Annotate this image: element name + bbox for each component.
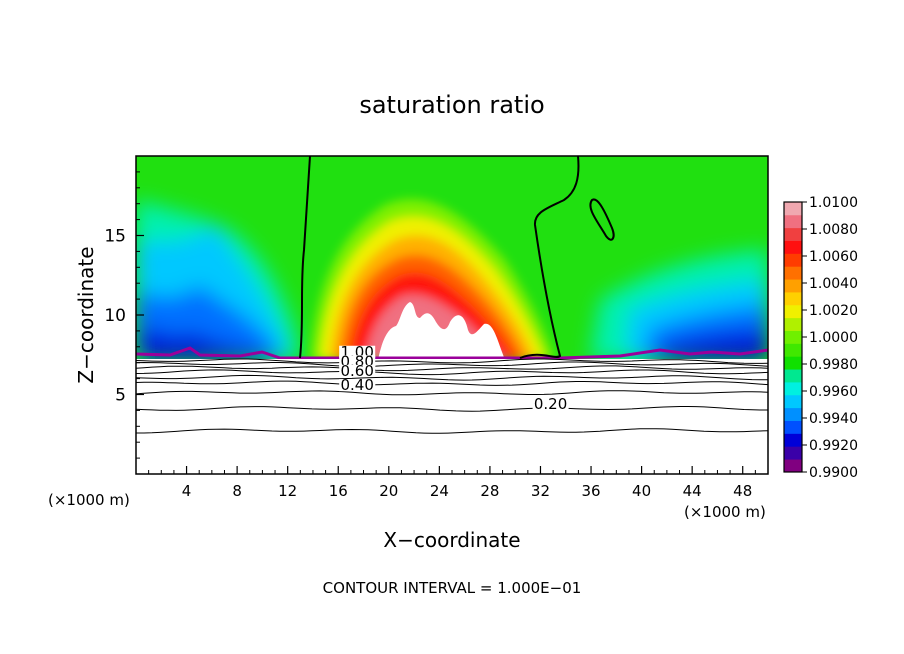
colorbar-swatch [784,382,802,396]
x-tick-label: 8 [232,482,242,500]
contour-label: 0.40 [340,376,373,394]
plot-field: 1.000.800.600.400.20 [136,156,768,474]
colorbar-label: 1.0080 [809,222,858,238]
contour-label-bg [339,364,376,377]
field-left-dry-region [136,200,300,360]
colorbar-swatch [784,253,802,267]
colorbar-swatch [784,266,802,280]
cloud-white-region [378,302,505,360]
y-axis-label: Z−coordinate [74,246,98,383]
colorbar-label: 0.9920 [809,438,858,454]
colorbar-swatch [784,420,802,434]
contour-line [136,390,768,396]
contour-label-bg [339,379,376,392]
colorbar-swatch [784,304,802,319]
colorbar-swatch [784,317,802,331]
colorbar-swatch [784,343,802,357]
x-tick-label: 20 [379,482,398,500]
contour-line [136,374,768,381]
x-tick-label: 40 [632,482,651,500]
colorbar: 1.0100 1.0080 1.0060 1.0040 1.0020 1.0000 0.99… [783,195,858,481]
contour-label-bg [532,398,569,411]
colorbar-swatch [784,446,802,460]
colorbar-label: 0.9940 [809,411,858,427]
y-axis-ticks: 5 10 15 [104,171,144,459]
colorbar-label: 0.9960 [809,384,858,400]
colorbar-swatch [784,227,802,241]
contour-line [136,428,768,434]
x-tick-label: 48 [733,482,752,500]
contour-interval-note: CONTOUR INTERVAL = 1.000E−01 [323,579,582,597]
colorbar-swatch [784,407,802,421]
saturation-contour-island [589,198,615,241]
contour-label: 0.20 [534,395,567,413]
x-tick-label: 28 [480,482,499,500]
y-tick-label: 15 [104,227,126,247]
x-axis-ticks: 4 8 12 16 20 24 28 32 36 40 44 48 [148,466,756,500]
colorbar-label: 0.9980 [809,357,858,373]
colorbar-label: 1.0060 [809,249,858,265]
x-tick-label: 16 [329,482,348,500]
contour-lines [136,358,768,434]
colorbar-swatch [784,279,802,293]
colorbar-label: 1.0000 [809,330,858,346]
x-tick-label: 44 [683,482,702,500]
x-unit-right: (×1000 m) [684,503,766,521]
colorbar-swatch [784,330,802,344]
contour-line [136,406,768,412]
y-tick-label: 5 [115,386,126,406]
colorbar-swatch [784,433,802,447]
saturation-contour-line [299,156,580,359]
contour-line [136,380,768,386]
contour-line [136,361,768,367]
colorbar-swatch [784,356,802,370]
contour-labels: 1.000.800.600.400.20 [339,343,569,413]
colorbar-label: 0.9900 [809,465,858,481]
x-tick-label: 24 [430,482,449,500]
colorbar-swatch [784,459,802,473]
lower-layer-background [136,359,768,474]
colorbar-swatch [784,394,802,409]
colorbar-label: 1.0100 [809,195,858,211]
colorbar-swatch [784,202,802,216]
x-tick-label: 32 [531,482,550,500]
colorbar-swatch [784,369,802,383]
contour-line [136,358,768,364]
x-tick-label: 4 [182,482,192,500]
y-tick-label: 10 [104,306,126,326]
x-tick-label: 36 [581,482,600,500]
contour-line [136,369,768,376]
x-unit-left: (×1000 m) [48,491,130,509]
colorbar-swatch [784,214,802,229]
colorbar-swatch [784,292,802,306]
contour-label-bg [339,355,376,368]
contour-label-bg [339,345,376,358]
x-axis-label: X−coordinate [383,528,520,552]
colorbar-swatch [784,240,802,254]
colorbar-label: 1.0020 [809,303,858,319]
colorbar-label: 1.0040 [809,276,858,292]
contour-line [136,365,768,372]
chart-title: saturation ratio [359,91,544,119]
x-tick-label: 12 [278,482,297,500]
contour-label: 0.60 [340,362,373,380]
